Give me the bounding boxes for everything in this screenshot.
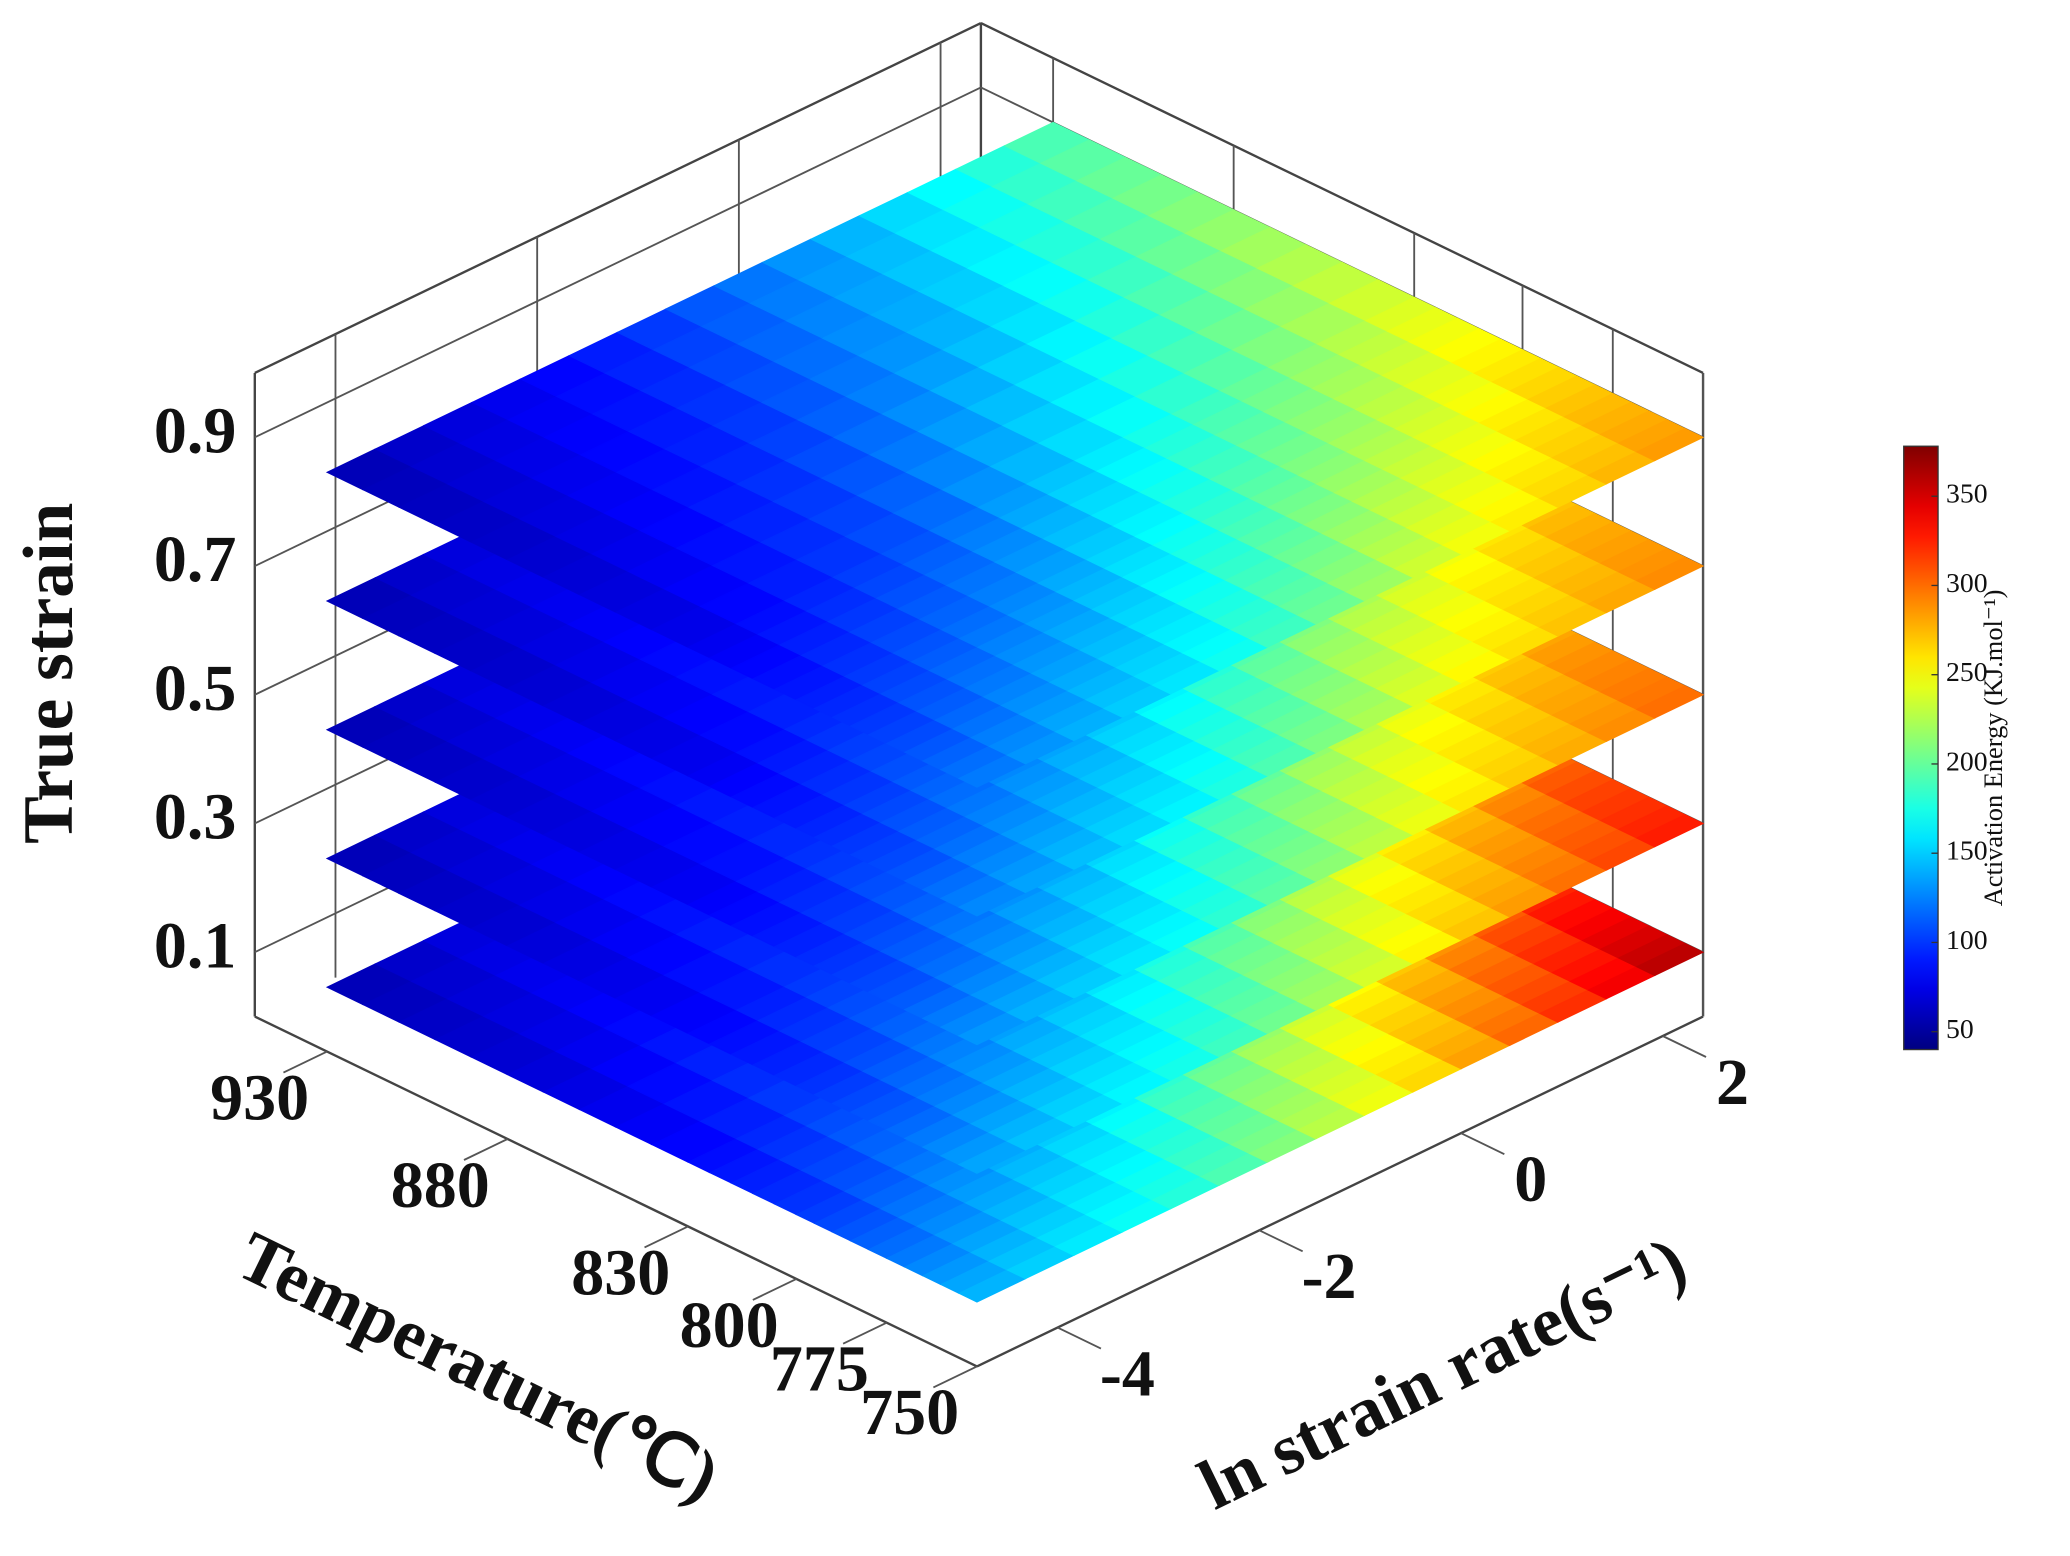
colorbar-tick-label: 350 <box>1946 478 1988 509</box>
z-axis-title: True strain <box>9 503 88 844</box>
colorbar-tick-label: 150 <box>1946 835 1988 866</box>
z-tick-label: 0.7 <box>154 523 237 596</box>
grid-line <box>254 86 982 439</box>
surface-patch <box>1635 556 1705 590</box>
box-edge <box>976 1015 1704 1368</box>
colorbar-tick-label: 100 <box>1946 924 1988 955</box>
x-tick-label: 930 <box>210 1061 309 1134</box>
tick-mark <box>1460 1132 1505 1155</box>
z-tick-label: 0.3 <box>154 781 237 854</box>
tick-mark <box>1662 1035 1707 1058</box>
tick-mark <box>752 1278 797 1301</box>
colorbar-tick-label: 250 <box>1946 656 1988 687</box>
x-tick-label: 800 <box>680 1289 779 1362</box>
x-tick-label: 830 <box>571 1236 670 1309</box>
colorbar-title: Activation Energy (KJ.mol⁻¹) <box>1978 590 2008 907</box>
surface-patch <box>1635 814 1705 848</box>
surface-patch <box>1635 427 1705 462</box>
y-tick-label: -4 <box>1100 1337 1155 1410</box>
y-tick-label: 2 <box>1716 1046 1749 1119</box>
x-tick-label: 880 <box>391 1149 490 1222</box>
surface-patch <box>1635 942 1705 977</box>
colorbar-tick-label: 300 <box>1946 567 1988 598</box>
y-tick-label: -2 <box>1302 1240 1357 1313</box>
colorbar-tick-label: 50 <box>1946 1013 1974 1044</box>
x-tick-label: 775 <box>770 1332 869 1405</box>
z-tick-label: 0.1 <box>154 909 237 982</box>
colorbar <box>1903 445 1939 1051</box>
tick-mark <box>463 1138 508 1161</box>
tick-mark <box>644 1225 689 1249</box>
tick-mark <box>1057 1326 1102 1350</box>
surface-patch <box>1635 685 1705 719</box>
tick-mark <box>932 1365 978 1389</box>
y-axis-title: ln strain rate(s⁻¹) <box>1187 1221 1698 1524</box>
box-edge <box>254 22 982 375</box>
tick-mark <box>283 1050 328 1074</box>
box-edge <box>254 1015 978 1368</box>
y-tick-label: 0 <box>1514 1143 1547 1216</box>
box-edge <box>980 22 1704 375</box>
z-tick-label: 0.9 <box>154 394 237 467</box>
z-tick-label: 0.5 <box>154 652 237 725</box>
x-tick-label: 750 <box>860 1376 959 1449</box>
tick-mark <box>842 1321 888 1345</box>
tick-mark <box>1258 1229 1304 1253</box>
colorbar-tick-label: 200 <box>1946 745 1988 776</box>
